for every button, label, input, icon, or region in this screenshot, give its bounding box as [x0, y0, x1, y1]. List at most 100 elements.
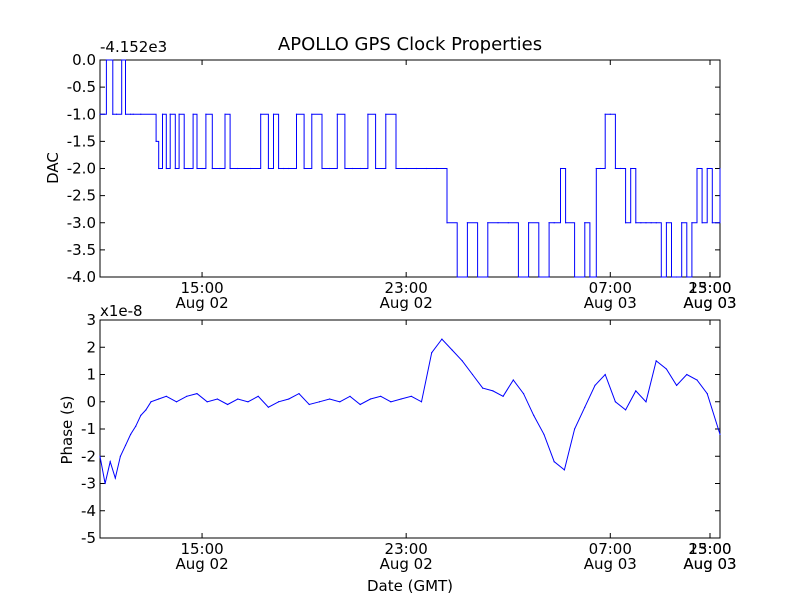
- dac-x-tick-date: Aug 03: [584, 294, 637, 312]
- dac-data-point: [706, 167, 708, 170]
- phase-data-point: [216, 398, 218, 400]
- phase-data-point: [604, 373, 606, 376]
- phase-data-point: [226, 403, 229, 406]
- dac-data-point: [573, 276, 576, 278]
- phase-data-point: [308, 403, 310, 406]
- dac-data-point: [477, 276, 479, 278]
- phase-data-point: [563, 469, 565, 471]
- dac-x-tick-date: Aug 02: [380, 294, 433, 312]
- phase-data-point: [512, 379, 514, 381]
- phase-data-point: [114, 477, 116, 479]
- dac-data-point: [219, 167, 221, 170]
- dac-data-point: [640, 222, 642, 224]
- phase-data-point: [145, 409, 147, 411]
- phase-data-point: [165, 395, 167, 397]
- phase-data-point: [278, 401, 280, 403]
- dac-data-point: [374, 167, 377, 170]
- dac-data-point: [681, 222, 683, 224]
- dac-data-point: [686, 276, 688, 278]
- dac-y-tick-label: -2.0: [67, 160, 96, 178]
- phase-data-point: [686, 373, 688, 376]
- dac-data-point: [701, 222, 703, 224]
- dac-data-point: [130, 113, 132, 115]
- phase-data-point: [719, 433, 721, 436]
- dac-series-group: [99, 59, 721, 278]
- x-axis-label: Date (GMT): [367, 577, 453, 595]
- phase-x-tick-date: Aug 02: [380, 555, 433, 573]
- dac-data-point: [132, 113, 134, 115]
- phase-data-point: [584, 406, 586, 408]
- dac-data-point: [655, 222, 657, 224]
- dac-data-point: [456, 276, 458, 278]
- dac-data-point: [425, 167, 428, 170]
- dac-data-point: [311, 113, 313, 115]
- phase-series-group: [99, 338, 721, 485]
- dac-data-point: [105, 59, 107, 61]
- dac-data-point: [517, 276, 520, 278]
- phase-data-point: [135, 425, 137, 427]
- dac-data-point: [187, 167, 189, 170]
- phase-panel: x1e-8 Phase (s) Date (GMT) 3 2 1 0 -1 -2 -3 -4 -…: [58, 302, 737, 595]
- phase-data-point: [99, 455, 101, 457]
- dac-data-point: [112, 113, 114, 115]
- dac-data-point: [295, 113, 298, 115]
- dac-data-point: [565, 222, 567, 224]
- phase-data-point: [522, 392, 525, 395]
- dac-data-point: [283, 167, 285, 170]
- dac-x-tick-time: 07:00: [589, 279, 632, 297]
- phase-data-point: [461, 360, 463, 362]
- dac-data-point: [359, 167, 361, 170]
- phase-x-tick-date: Aug 03: [683, 555, 736, 573]
- dac-data-point: [99, 113, 101, 115]
- dac-data-point: [635, 222, 637, 224]
- phase-data-point: [288, 398, 290, 400]
- dac-data-point: [158, 167, 160, 170]
- phase-data-point: [140, 414, 142, 416]
- phase-data-point: [380, 395, 382, 397]
- dac-data-point: [178, 113, 180, 115]
- dac-data-point: [696, 167, 698, 170]
- phase-y-tick-label: -1: [81, 420, 96, 438]
- dac-data-point: [711, 222, 713, 224]
- phase-data-point: [614, 401, 616, 403]
- phase-data-point: [349, 395, 351, 397]
- dac-series-line: [100, 59, 721, 278]
- phase-data-point: [206, 401, 208, 403]
- phase-data-point: [645, 401, 647, 403]
- dac-data-point: [367, 113, 369, 115]
- dac-data-point: [288, 167, 290, 170]
- phase-x-tick-time: 23:00: [385, 540, 428, 558]
- dac-data-point: [660, 276, 662, 278]
- dac-data-point: [329, 167, 331, 170]
- dac-data-point: [161, 113, 164, 115]
- dac-data-point: [595, 167, 597, 170]
- dac-y-tick-label: -3.0: [67, 214, 96, 232]
- phase-y-tick-label: 2: [86, 338, 96, 356]
- phase-offset-label: x1e-8: [100, 302, 143, 320]
- phase-x-tick-time: 15:00: [180, 540, 223, 558]
- dac-y-tick-label: -1.5: [67, 132, 96, 150]
- dac-data-point: [645, 222, 647, 224]
- phase-data-point: [359, 403, 361, 406]
- dac-data-point: [619, 167, 622, 170]
- dac-data-point: [344, 167, 346, 170]
- dac-data-point: [436, 167, 438, 170]
- dac-data-point: [205, 113, 207, 115]
- phase-data-point: [318, 401, 321, 403]
- phase-x-tick-date: Aug 03: [584, 555, 637, 573]
- dac-data-point: [336, 113, 338, 115]
- phase-y-tick-label: 3: [86, 311, 96, 329]
- phase-data-point: [482, 387, 484, 389]
- phase-data-point: [104, 482, 106, 485]
- chart-title: APOLLO GPS Clock Properties: [278, 34, 542, 55]
- phase-data-point: [109, 461, 111, 463]
- dac-data-point: [183, 167, 185, 170]
- dac-data-point: [385, 113, 387, 115]
- dac-panel: -4.152e3 DAC 0.0 -0.5 -1.0 -1.5 -2.0 -2.5 -3.0…: [44, 38, 737, 312]
- phase-data-point: [553, 461, 555, 463]
- dac-data-point: [196, 167, 198, 170]
- phase-data-point: [696, 379, 698, 381]
